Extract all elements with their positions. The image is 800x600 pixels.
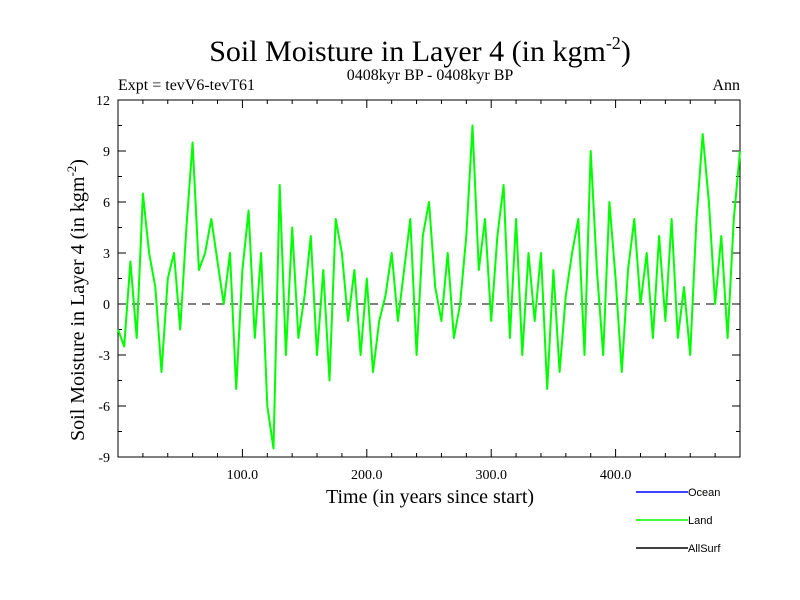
y-tick-label: -6 xyxy=(98,400,110,415)
x-tick-label: 100.0 xyxy=(227,468,259,483)
legend: Ocean Land AllSurf xyxy=(636,487,721,555)
y-tick-label: 0 xyxy=(103,298,110,313)
y-tick-label: 6 xyxy=(103,196,110,211)
x-tick-label: 200.0 xyxy=(351,468,383,483)
subtitle-left: Expt = tevV6-tevT61 xyxy=(118,77,255,94)
chart-title-end: ) xyxy=(621,35,631,68)
legend-label-ocean: Ocean xyxy=(688,487,720,499)
y-tick-label: -3 xyxy=(98,349,110,364)
x-tick-label: 300.0 xyxy=(475,468,507,483)
chart-title: Soil Moisture in Layer 4 (in kgm-2) xyxy=(209,33,631,68)
svg-text:Soil Moisture in Layer 4 (in k: Soil Moisture in Layer 4 (in kgm-2) xyxy=(209,33,631,68)
y-tick-label: -9 xyxy=(98,451,110,466)
series-line-land xyxy=(117,124,741,450)
y-tick-label: 9 xyxy=(103,145,110,160)
x-tick-label: 400.0 xyxy=(600,468,632,483)
svg-text:Soil Moisture in Layer 4 (in k: Soil Moisture in Layer 4 (in kgm-2) xyxy=(64,159,89,441)
y-tick-label: 3 xyxy=(103,247,110,262)
x-axis-label: Time (in years since start) xyxy=(326,486,534,508)
y-axis-label-superscript: -2 xyxy=(64,166,79,177)
axes: -9 -6 -3 0 3 6 9 12 100.0 200.0 300.0 400.0 xyxy=(96,94,741,483)
subtitle-center: 0408kyr BP - 0408kyr BP xyxy=(347,67,514,84)
series-group xyxy=(117,124,741,450)
chart-title-superscript: -2 xyxy=(606,33,621,53)
y-axis-label: Soil Moisture in Layer 4 (in kgm-2) xyxy=(64,159,89,441)
legend-label-land: Land xyxy=(688,515,712,527)
y-axis-label-end: ) xyxy=(67,159,89,166)
subtitle-right: Ann xyxy=(712,77,740,94)
plot-frame xyxy=(117,99,741,458)
y-tick-label: 12 xyxy=(96,94,110,109)
legend-label-allsurf: AllSurf xyxy=(688,543,721,555)
